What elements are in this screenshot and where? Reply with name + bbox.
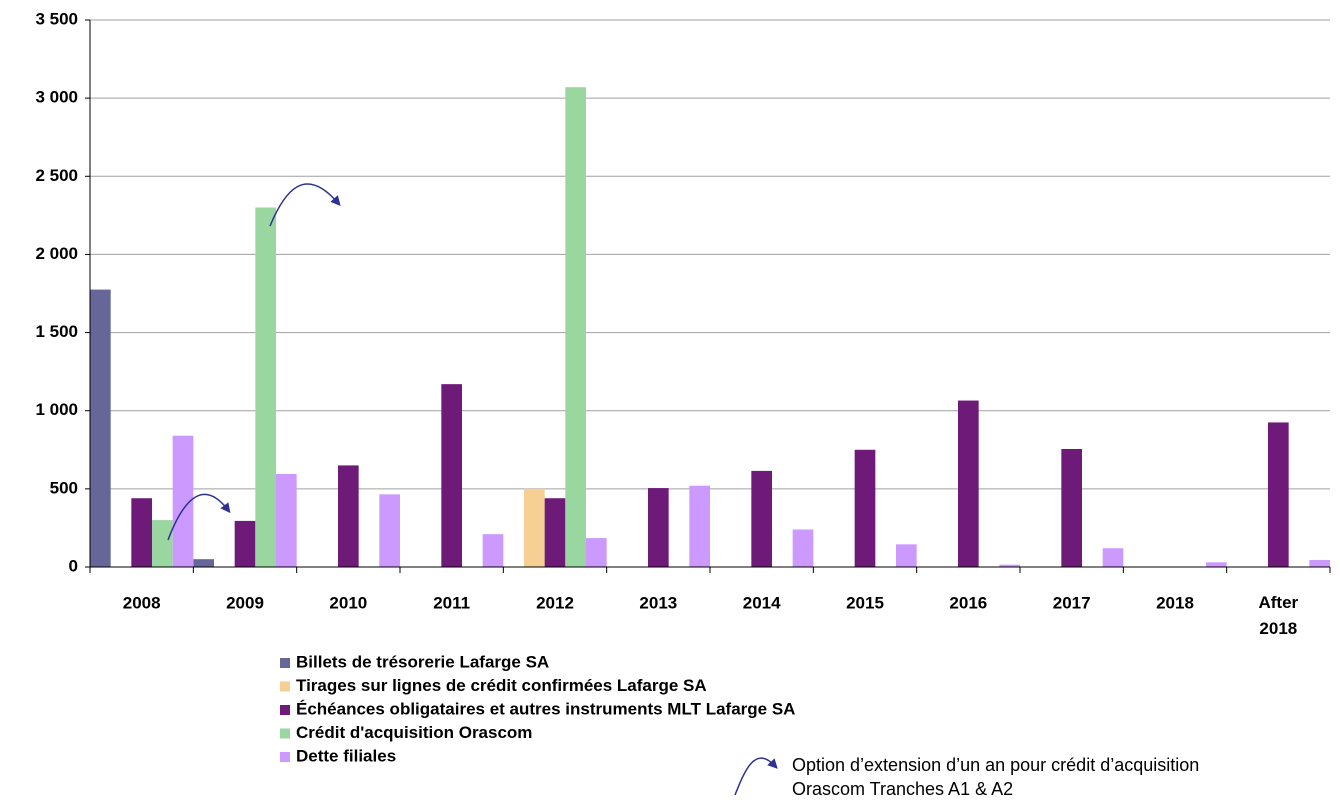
bar bbox=[276, 474, 297, 567]
annotation: Option d’extension d’un an pour crédit d… bbox=[792, 755, 1199, 775]
bar bbox=[1102, 548, 1124, 567]
arrow bbox=[167, 493, 231, 541]
bar bbox=[565, 87, 586, 568]
bar bbox=[152, 520, 173, 567]
x-tick-label: 2013 bbox=[639, 593, 677, 612]
legend-label: Dette filiales bbox=[296, 746, 396, 765]
bar bbox=[255, 207, 276, 568]
x-tick-label: 2017 bbox=[1053, 593, 1091, 612]
bar bbox=[172, 435, 194, 567]
bar bbox=[1061, 449, 1082, 567]
bar bbox=[751, 470, 772, 567]
x-tick-label: 2018 bbox=[1156, 593, 1194, 612]
bar bbox=[1206, 562, 1227, 567]
x-tick-label: 2014 bbox=[743, 593, 781, 612]
legend-label: Billets de trésorerie Lafarge SA bbox=[296, 652, 549, 671]
bar bbox=[792, 529, 814, 567]
legend-swatch bbox=[280, 705, 290, 715]
bar bbox=[441, 384, 462, 567]
bar bbox=[193, 559, 214, 567]
bar bbox=[379, 494, 400, 567]
bar bbox=[131, 498, 152, 567]
x-tick-label: 2015 bbox=[846, 593, 884, 612]
legend-swatch bbox=[280, 658, 290, 668]
legend-swatch bbox=[280, 681, 290, 692]
bar bbox=[544, 498, 566, 567]
x-tick-label: 2008 bbox=[123, 593, 161, 612]
legend-label: Crédit d'acquisition Orascom bbox=[296, 723, 532, 742]
annotation: Orascom Tranches A1 & A2 bbox=[792, 779, 1013, 799]
bar bbox=[524, 488, 545, 567]
y-tick-label: 2 000 bbox=[35, 244, 78, 263]
bar bbox=[999, 564, 1020, 567]
x-tick-label: 2016 bbox=[949, 593, 987, 612]
legend-swatch bbox=[280, 728, 290, 739]
x-tick-label: After 2018 bbox=[1258, 593, 1298, 638]
y-tick-label: 1 500 bbox=[35, 322, 78, 341]
y-tick-label: 0 bbox=[69, 556, 78, 575]
bar bbox=[689, 485, 710, 567]
bar bbox=[90, 289, 111, 567]
bar bbox=[338, 465, 359, 567]
bar bbox=[234, 520, 256, 567]
bar bbox=[896, 544, 917, 567]
y-tick-label: 2 500 bbox=[35, 166, 78, 185]
x-tick-label: 2009 bbox=[226, 593, 264, 612]
y-tick-label: 500 bbox=[50, 478, 78, 497]
x-tick-label: 2012 bbox=[536, 593, 574, 612]
legend-label: Tirages sur lignes de crédit confirmées … bbox=[296, 676, 707, 695]
bar bbox=[854, 449, 876, 567]
x-tick-label: 2011 bbox=[433, 593, 470, 612]
arrow bbox=[734, 757, 778, 796]
bar bbox=[586, 538, 607, 567]
bar bbox=[1309, 559, 1330, 567]
bar bbox=[482, 534, 504, 567]
legend-label: Échéances obligataires et autres instrum… bbox=[296, 699, 795, 718]
bar bbox=[648, 488, 669, 567]
legend-swatch bbox=[280, 752, 290, 762]
x-tick-label: 2010 bbox=[329, 593, 367, 612]
y-tick-label: 3 500 bbox=[35, 9, 78, 28]
y-tick-label: 3 000 bbox=[35, 88, 78, 107]
arrow bbox=[269, 183, 341, 227]
y-tick-label: 1 000 bbox=[35, 400, 78, 419]
bar bbox=[958, 400, 979, 567]
bar bbox=[1268, 422, 1289, 567]
